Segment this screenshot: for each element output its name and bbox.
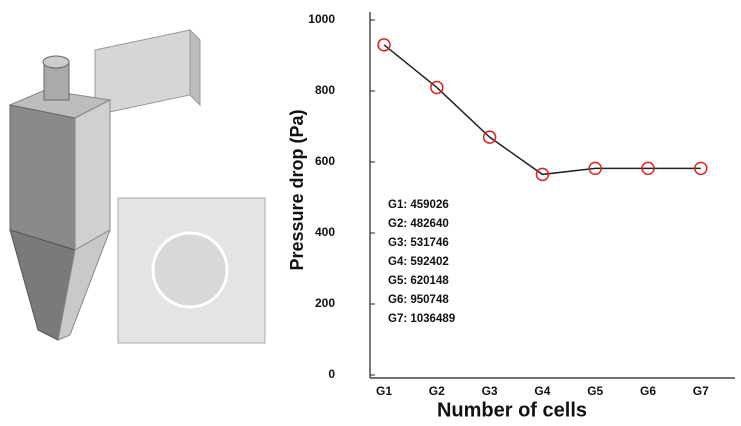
y-tick-label: 0 [328,367,335,381]
x-tick-label: G2 [429,384,445,398]
x-tick-label: G5 [587,384,603,398]
figure: Pressure drop (Pa) Number of cells 0 200 4… [0,0,741,426]
y-axis-title: Pressure drop (Pa) [287,109,307,270]
x-tick-label: G7 [693,384,709,398]
x-tick-label: G1 [376,384,392,398]
annotation: G6: 950748 [388,294,449,306]
annotation: G1: 459026 [388,199,449,211]
x-tick-label: G6 [640,384,656,398]
annotation: G2: 482640 [388,218,449,230]
y-tick-label: 200 [315,296,335,310]
y-tick-label: 1000 [308,12,335,26]
y-tick-label: 400 [315,225,335,239]
y-tick-label: 600 [315,154,335,168]
x-axis-title: Number of cells [437,399,587,421]
cyclone-illustration [10,30,265,343]
x-tick-label: G3 [482,384,498,398]
y-tick-label: 800 [315,83,335,97]
x-tick-label: G4 [534,384,550,398]
series-line [384,45,701,175]
annotation: G4: 592402 [388,256,449,268]
annotation: G7: 1036489 [388,313,455,325]
annotation: G5: 620148 [388,275,449,287]
annotation: G3: 531746 [388,237,449,249]
